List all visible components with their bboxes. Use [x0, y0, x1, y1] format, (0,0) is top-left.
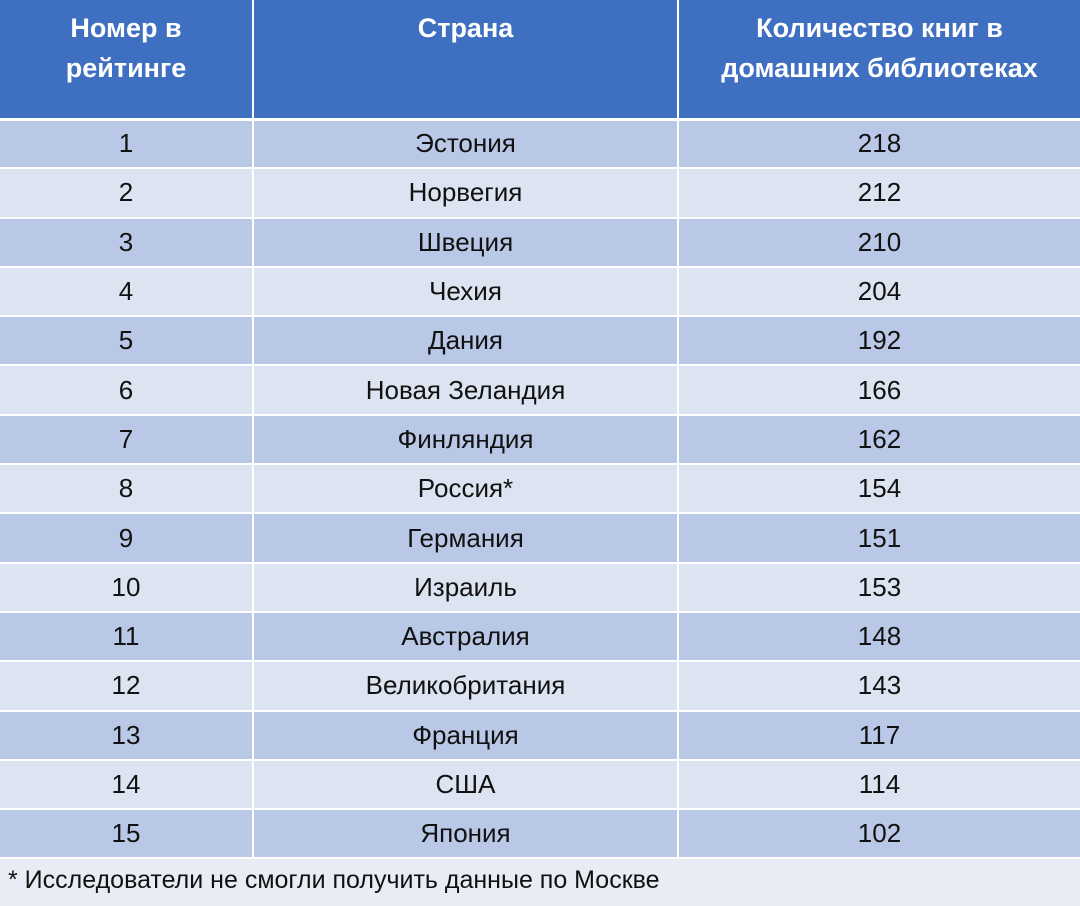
country-cell: Финляндия	[253, 414, 679, 466]
rank-cell: 6	[0, 365, 254, 416]
table-row: 4 Чехия 204	[0, 266, 1080, 318]
table-row: 1 Эстония 218	[0, 119, 1080, 170]
rank-cell: 14	[0, 759, 254, 811]
books-cell: 218	[678, 119, 1080, 170]
books-cell: 154	[678, 464, 1080, 515]
rank-cell: 3	[0, 217, 254, 268]
books-cell: 210	[678, 217, 1080, 268]
table-row: 3 Швеция 210	[0, 217, 1080, 268]
books-cell: 153	[678, 562, 1080, 613]
country-cell: Великобритания	[253, 661, 679, 712]
rank-cell: 10	[0, 562, 254, 613]
books-cell: 102	[678, 809, 1080, 860]
table-row: 5 Дания 192	[0, 316, 1080, 367]
country-cell: Новая Зеландия	[253, 365, 679, 416]
country-cell: Чехия	[253, 266, 679, 318]
books-cell: 162	[678, 414, 1080, 466]
rank-cell: 8	[0, 464, 254, 515]
rank-cell: 2	[0, 168, 254, 219]
table-row: 15 Япония 102	[0, 809, 1080, 860]
country-cell: Япония	[253, 809, 679, 860]
rank-cell: 12	[0, 661, 254, 712]
table-row: 13 Франция 117	[0, 710, 1080, 761]
table-row: 14 США 114	[0, 759, 1080, 811]
country-cell: Германия	[253, 513, 679, 564]
table-row: 7 Финляндия 162	[0, 414, 1080, 466]
rank-cell: 13	[0, 710, 254, 761]
rank-cell: 11	[0, 611, 254, 663]
table-body: 1 Эстония 218 2 Норвегия 212 3 Швеция 210 4 Чехия 2…	[0, 119, 1080, 860]
table-row: 8 Россия* 154	[0, 464, 1080, 515]
country-cell: Франция	[253, 710, 679, 761]
table-row: 12 Великобритания 143	[0, 661, 1080, 712]
table-row: 6 Новая Зеландия 166	[0, 365, 1080, 416]
table-row: 9 Германия 151	[0, 513, 1080, 564]
country-cell: Австралия	[253, 611, 679, 663]
header-rank: Номер в рейтинге	[0, 0, 254, 121]
country-cell: Дания	[253, 316, 679, 367]
books-cell: 151	[678, 513, 1080, 564]
books-cell: 114	[678, 759, 1080, 811]
table-row: 2 Норвегия 212	[0, 168, 1080, 219]
table-row: 10 Израиль 153	[0, 562, 1080, 613]
country-cell: Эстония	[253, 119, 679, 170]
books-cell: 117	[678, 710, 1080, 761]
books-cell: 212	[678, 168, 1080, 219]
header-books: Количество книг в домашних библиотеках	[678, 0, 1080, 121]
ranking-table: Номер в рейтинге Страна Количество книг …	[0, 0, 1080, 860]
table-row: 11 Австралия 148	[0, 611, 1080, 663]
rank-cell: 9	[0, 513, 254, 564]
books-cell: 143	[678, 661, 1080, 712]
footnote: * Исследователи не смогли получить данны…	[8, 866, 660, 894]
rank-cell: 5	[0, 316, 254, 367]
books-cell: 204	[678, 266, 1080, 318]
rank-cell: 4	[0, 266, 254, 318]
country-cell: Швеция	[253, 217, 679, 268]
books-cell: 192	[678, 316, 1080, 367]
table-header: Номер в рейтинге Страна Количество книг …	[0, 0, 1080, 121]
rank-cell: 1	[0, 119, 254, 170]
country-cell: Норвегия	[253, 168, 679, 219]
books-cell: 148	[678, 611, 1080, 663]
country-cell: США	[253, 759, 679, 811]
country-cell: Израиль	[253, 562, 679, 613]
rank-cell: 7	[0, 414, 254, 466]
country-cell: Россия*	[253, 464, 679, 515]
rank-cell: 15	[0, 809, 254, 860]
header-country: Страна	[253, 0, 679, 121]
books-cell: 166	[678, 365, 1080, 416]
header-row: Номер в рейтинге Страна Количество книг …	[0, 0, 1080, 121]
